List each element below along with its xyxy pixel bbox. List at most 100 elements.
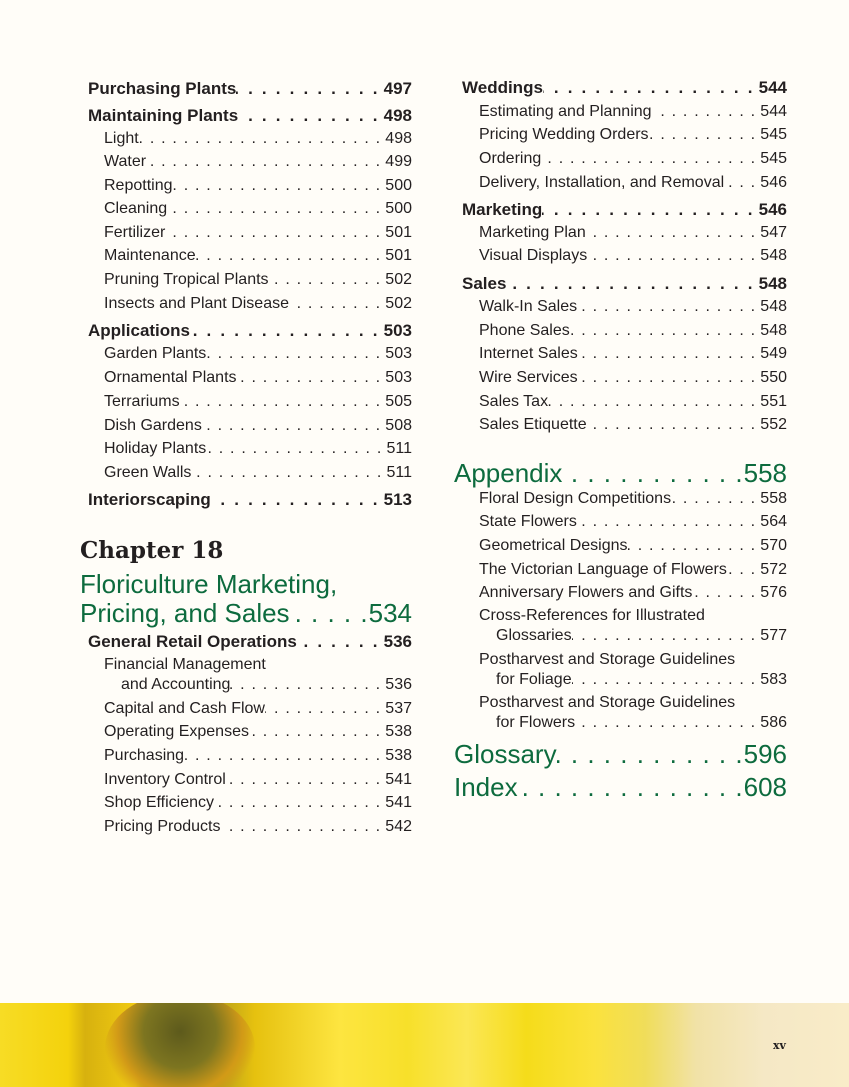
dot-leader: . . . . . . . . . . . . . . . . . . . . … bbox=[269, 271, 382, 288]
dot-leader: . . . . . . . . . . . . . . . . . . . . … bbox=[727, 561, 757, 578]
toc-entry-label: Purchasing bbox=[104, 747, 185, 764]
toc-entry[interactable]: Ordering. . . . . . . . . . . . . . . . … bbox=[479, 150, 787, 172]
toc-entry-label: Pruning Tropical Plants bbox=[104, 271, 269, 288]
dot-leader: . . . . . . . . . . . . . . . . . . . . … bbox=[289, 295, 382, 312]
toc-entry[interactable]: Dish Gardens. . . . . . . . . . . . . . … bbox=[104, 417, 412, 439]
toc-entry[interactable]: Cleaning. . . . . . . . . . . . . . . . … bbox=[104, 200, 412, 222]
dot-leader: . . . . . . . . . . . . . . . . . . . . … bbox=[575, 714, 757, 731]
toc-entry[interactable]: Sales Etiquette. . . . . . . . . . . . .… bbox=[479, 416, 787, 438]
chapter-title-entry[interactable]: Pricing, and Sales . . . . . . . . . . .… bbox=[80, 598, 412, 630]
toc-entry[interactable]: Capital and Cash Flow. . . . . . . . . .… bbox=[104, 700, 412, 722]
toc-entry[interactable]: Pricing Wedding Orders. . . . . . . . . … bbox=[479, 126, 787, 148]
toc-entry[interactable]: Ornamental Plants. . . . . . . . . . . .… bbox=[104, 369, 412, 391]
toc-entry-label: Terrariums bbox=[104, 393, 180, 410]
toc-entry-label: Garden Plants bbox=[104, 345, 207, 362]
dot-leader: . . . . . . . . . . . . . . . . . . . . … bbox=[569, 322, 757, 339]
dot-leader: . . . . . . . . . . . . . . . . . . . . … bbox=[146, 153, 382, 170]
toc-entry[interactable]: Estimating and Planning. . . . . . . . .… bbox=[479, 103, 787, 125]
page-number: 501 bbox=[385, 224, 412, 241]
toc-entry[interactable]: Glossary. . . . . . . . . . . . . . . . … bbox=[454, 739, 787, 771]
toc-entry[interactable]: Green Walls. . . . . . . . . . . . . . .… bbox=[104, 464, 412, 486]
toc-entry[interactable]: Marketing Plan. . . . . . . . . . . . . … bbox=[479, 224, 787, 246]
toc-entry[interactable]: Terrariums. . . . . . . . . . . . . . . … bbox=[104, 393, 412, 415]
toc-entry[interactable]: Sales. . . . . . . . . . . . . . . . . .… bbox=[462, 274, 787, 296]
dot-leader: . . . . . . . . . . . . . . . . . . . . … bbox=[202, 417, 382, 434]
toc-entry[interactable]: Wire Services. . . . . . . . . . . . . .… bbox=[479, 369, 787, 391]
toc-entry-label: Index bbox=[454, 772, 518, 802]
toc-entry[interactable]: Shop Efficiency. . . . . . . . . . . . .… bbox=[104, 794, 412, 816]
page-number: 511 bbox=[386, 464, 412, 481]
toc-entry[interactable]: and Accounting. . . . . . . . . . . . . … bbox=[121, 676, 412, 698]
toc-entry[interactable]: Insects and Plant Disease. . . . . . . .… bbox=[104, 295, 412, 317]
toc-entry[interactable]: Light. . . . . . . . . . . . . . . . . .… bbox=[104, 130, 412, 152]
toc-entry[interactable]: Repotting. . . . . . . . . . . . . . . .… bbox=[104, 177, 412, 199]
dot-leader: . . . . . . . . . . . . . . . . . . . . … bbox=[230, 676, 382, 693]
page-number: 511 bbox=[386, 440, 412, 457]
toc-entry[interactable]: Garden Plants. . . . . . . . . . . . . .… bbox=[104, 345, 412, 367]
toc-entry-label: Maintaining Plants bbox=[88, 106, 239, 125]
toc-entry[interactable]: State Flowers. . . . . . . . . . . . . .… bbox=[479, 513, 787, 535]
toc-entry-label: Interiorscaping bbox=[88, 490, 211, 509]
page-number: 538 bbox=[385, 723, 412, 740]
toc-entry[interactable]: Water. . . . . . . . . . . . . . . . . .… bbox=[104, 153, 412, 175]
dot-leader: . . . . . . . . . . . . . . . . . . . . … bbox=[572, 671, 757, 688]
toc-entry[interactable]: Marketing. . . . . . . . . . . . . . . .… bbox=[462, 200, 787, 222]
dot-leader: . . . . . . . . . . . . . . . . . . . . … bbox=[265, 700, 382, 717]
toc-entry[interactable]: Pruning Tropical Plants. . . . . . . . .… bbox=[104, 271, 412, 293]
page-number: 536 bbox=[383, 632, 412, 651]
toc-entry[interactable]: Maintaining Plants. . . . . . . . . . . … bbox=[88, 106, 412, 128]
toc-entry[interactable]: Inventory Control. . . . . . . . . . . .… bbox=[104, 771, 412, 793]
toc-entry-label: Sales Etiquette bbox=[479, 416, 587, 433]
dot-leader: . . . . . . . . . . . . . . . . . . . . … bbox=[290, 598, 369, 628]
toc-entry-label: Dish Gardens bbox=[104, 417, 202, 434]
page-number: 500 bbox=[385, 200, 412, 217]
toc-entry-label: Floral Design Competitions bbox=[479, 490, 672, 507]
dot-leader: . . . . . . . . . . . . . . . . . . . . … bbox=[542, 200, 755, 219]
dot-leader: . . . . . . . . . . . . . . . . . . . . … bbox=[206, 440, 383, 457]
page-number: 541 bbox=[385, 794, 412, 811]
toc-entry[interactable]: for Flowers. . . . . . . . . . . . . . .… bbox=[496, 714, 787, 736]
page-number: 546 bbox=[758, 200, 787, 219]
toc-entry[interactable]: Fertilizer. . . . . . . . . . . . . . . … bbox=[104, 224, 412, 246]
toc-entry[interactable]: Sales Tax. . . . . . . . . . . . . . . .… bbox=[479, 393, 787, 415]
toc-entry[interactable]: Walk-In Sales. . . . . . . . . . . . . .… bbox=[479, 298, 787, 320]
toc-entry[interactable]: for Foliage. . . . . . . . . . . . . . .… bbox=[496, 671, 787, 693]
toc-entry[interactable]: Maintenance. . . . . . . . . . . . . . .… bbox=[104, 247, 412, 269]
toc-entry[interactable]: The Victorian Language of Flowers. . . .… bbox=[479, 561, 787, 583]
toc-entry[interactable]: Internet Sales. . . . . . . . . . . . . … bbox=[479, 345, 787, 367]
toc-entry[interactable]: General Retail Operations. . . . . . . .… bbox=[88, 632, 412, 654]
toc-entry[interactable]: Applications. . . . . . . . . . . . . . … bbox=[88, 321, 412, 343]
toc-entry[interactable]: Interiorscaping. . . . . . . . . . . . .… bbox=[88, 490, 412, 512]
toc-entry[interactable]: Visual Displays. . . . . . . . . . . . .… bbox=[479, 247, 787, 269]
toc-entry-label: Holiday Plants bbox=[104, 440, 207, 457]
toc-entry[interactable]: Weddings. . . . . . . . . . . . . . . . … bbox=[462, 78, 787, 100]
page-number: 558 bbox=[760, 490, 787, 507]
page-number: 549 bbox=[760, 345, 787, 362]
toc-entry[interactable]: Pricing Products. . . . . . . . . . . . … bbox=[104, 818, 412, 840]
toc-entry[interactable]: Delivery, Installation, and Removal. . .… bbox=[479, 174, 787, 196]
page-number: 501 bbox=[385, 247, 412, 264]
dot-leader: . . . . . . . . . . . . . . . . . . . . … bbox=[214, 794, 382, 811]
dot-leader: . . . . . . . . . . . . . . . . . . . . … bbox=[138, 130, 382, 147]
toc-entry[interactable]: Holiday Plants. . . . . . . . . . . . . … bbox=[104, 440, 412, 462]
toc-entry[interactable]: Operating Expenses. . . . . . . . . . . … bbox=[104, 723, 412, 745]
page-number: 548 bbox=[760, 298, 787, 315]
toc-entry-label: Insects and Plant Disease bbox=[104, 295, 289, 312]
page-number: 498 bbox=[383, 106, 412, 125]
toc-entry-label: Light bbox=[104, 130, 139, 147]
toc-entry-label: Walk-In Sales bbox=[479, 298, 578, 315]
dot-leader: . . . . . . . . . . . . . . . . . . . . … bbox=[165, 224, 382, 241]
toc-entry[interactable]: Floral Design Competitions. . . . . . . … bbox=[479, 490, 787, 512]
toc-entry[interactable]: Index. . . . . . . . . . . . . . . . . .… bbox=[454, 772, 787, 804]
dot-leader: . . . . . . . . . . . . . . . . . . . . … bbox=[191, 464, 383, 481]
dot-leader: . . . . . . . . . . . . . . . . . . . . … bbox=[577, 298, 757, 315]
page-number: 544 bbox=[758, 78, 787, 97]
toc-entry[interactable]: Anniversary Flowers and Gifts. . . . . .… bbox=[479, 584, 787, 606]
toc-entry[interactable]: Purchasing. . . . . . . . . . . . . . . … bbox=[104, 747, 412, 769]
toc-entry[interactable]: Glossaries. . . . . . . . . . . . . . . … bbox=[496, 627, 787, 649]
toc-entry[interactable]: Purchasing Plants. . . . . . . . . . . .… bbox=[88, 79, 412, 101]
page-number: 583 bbox=[760, 671, 787, 688]
toc-entry[interactable]: Geometrical Designs. . . . . . . . . . .… bbox=[479, 537, 787, 559]
toc-entry[interactable]: Appendix. . . . . . . . . . . . . . . . … bbox=[454, 458, 787, 490]
toc-entry[interactable]: Phone Sales. . . . . . . . . . . . . . .… bbox=[479, 322, 787, 344]
